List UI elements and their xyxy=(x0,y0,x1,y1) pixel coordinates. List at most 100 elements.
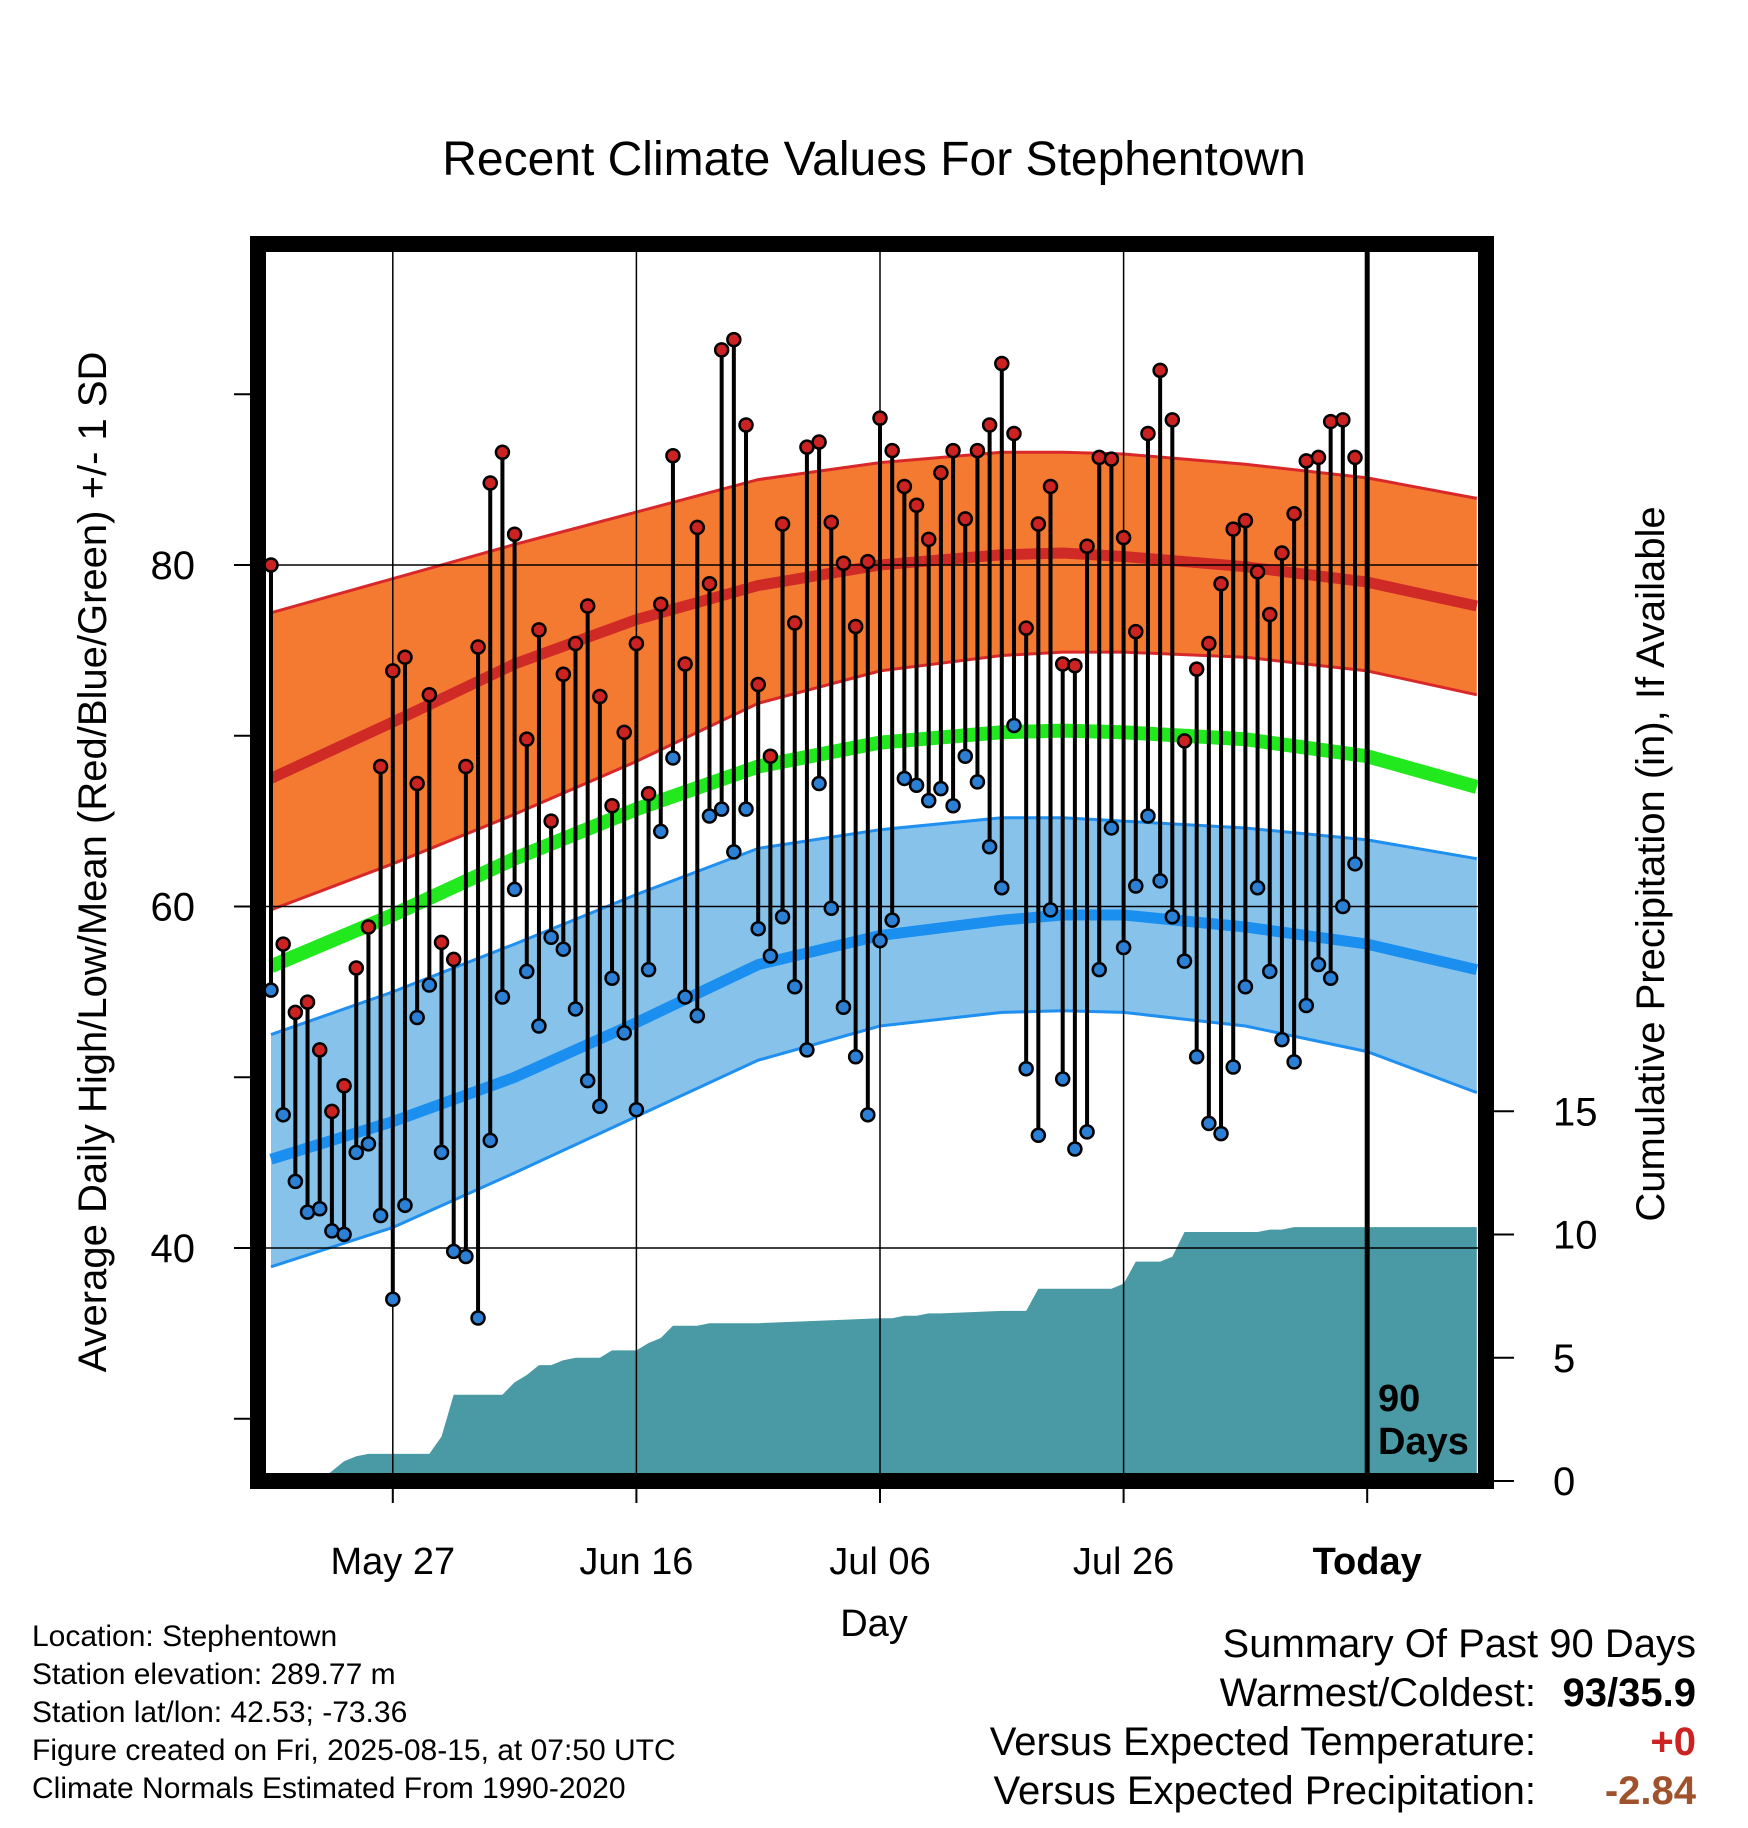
vs-precip-label: Versus Expected Precipitation: xyxy=(993,1769,1536,1813)
daily-low-point xyxy=(458,1248,474,1265)
x-tick-label: Jun 16 xyxy=(579,1541,693,1583)
summary-panel: Summary Of Past 90 Days Warmest/Coldest:… xyxy=(990,1620,1696,1816)
daily-low-point xyxy=(567,1001,584,1017)
daily-low-point xyxy=(579,1072,596,1089)
daily-high-point xyxy=(1030,516,1047,532)
daily-high-point xyxy=(470,639,486,655)
daily-low-point xyxy=(555,941,572,957)
y-right-tick-label: 0 xyxy=(1553,1460,1575,1504)
daily-high-point xyxy=(1274,545,1290,561)
vs-temp-row: Versus Expected Temperature: +0 xyxy=(990,1718,1696,1767)
y-right-tick-label: 15 xyxy=(1553,1090,1598,1134)
high-sd-band xyxy=(271,452,1477,910)
daily-high-point xyxy=(750,676,766,693)
daily-low-point xyxy=(969,774,986,790)
daily-high-point xyxy=(677,656,693,672)
daily-low-point xyxy=(348,1144,365,1161)
daily-low-point xyxy=(616,1025,632,1041)
daily-high-point xyxy=(299,994,316,1010)
daily-low-point xyxy=(360,1136,377,1152)
vs-precip-value: -2.84 xyxy=(1604,1769,1696,1813)
daily-high-point xyxy=(884,442,900,459)
daily-high-point xyxy=(1322,413,1339,430)
daily-low-point xyxy=(933,780,949,797)
daily-low-point xyxy=(677,989,693,1005)
daily-high-point xyxy=(555,666,572,683)
daily-low-point xyxy=(1091,961,1107,978)
daily-high-point xyxy=(920,531,937,548)
daily-low-point xyxy=(847,1049,864,1065)
daily-high-point xyxy=(1213,576,1229,592)
daily-low-point xyxy=(604,970,620,986)
chart-title: Recent Climate Values For Stephentown xyxy=(442,133,1306,186)
warmest-coldest-row: Warmest/Coldest: 93/35.9 xyxy=(990,1669,1696,1718)
daily-high-point xyxy=(506,526,523,543)
daily-low-point xyxy=(750,920,766,937)
y-left-tick-label: 40 xyxy=(151,1227,196,1271)
daily-high-point xyxy=(1140,425,1156,442)
daily-high-point xyxy=(1067,657,1083,674)
vs-temp-value: +0 xyxy=(1650,1720,1696,1764)
y-left-tick-label: 60 xyxy=(151,886,196,930)
daily-low-point xyxy=(1054,1071,1071,1087)
daily-low-point xyxy=(860,1107,876,1123)
daily-high-point xyxy=(616,724,632,741)
daily-high-point xyxy=(1128,623,1144,640)
daily-high-point xyxy=(823,514,840,531)
daily-low-point xyxy=(385,1291,401,1307)
daily-low-point xyxy=(494,989,511,1005)
daily-high-point xyxy=(567,635,584,652)
daily-high-point xyxy=(640,786,657,802)
daily-high-point xyxy=(311,1042,328,1058)
y-axis-label-left: Average Daily High/Low/Mean (Red/Blue/Gr… xyxy=(71,352,115,1373)
daily-low-point xyxy=(908,777,925,794)
daily-high-point xyxy=(397,649,413,665)
high-sd-upper-edge xyxy=(270,450,1478,615)
daily-high-point xyxy=(1018,620,1034,636)
daily-low-point xyxy=(1018,1060,1034,1077)
daily-high-point xyxy=(579,598,596,614)
daily-low-point xyxy=(397,1197,413,1214)
daily-high-point xyxy=(458,758,474,775)
daily-low-point xyxy=(1067,1141,1083,1157)
daily-high-point xyxy=(701,576,718,592)
daily-low-point xyxy=(506,881,523,898)
daily-low-point xyxy=(433,1144,450,1161)
daily-high-point xyxy=(494,444,511,461)
daily-low-point xyxy=(726,844,742,860)
daily-high-point xyxy=(445,951,462,968)
x-tick-label: May 27 xyxy=(330,1541,455,1583)
vs-temp-label: Versus Expected Temperature: xyxy=(989,1720,1536,1764)
daily-low-point xyxy=(945,798,961,814)
daily-high-point xyxy=(1201,635,1217,652)
daily-low-point xyxy=(531,1018,547,1034)
daily-high-point xyxy=(604,798,620,814)
daily-low-point xyxy=(774,908,791,925)
daily-high-point xyxy=(1286,506,1302,522)
daily-low-point xyxy=(1274,1031,1290,1048)
elevation-text: Station elevation: 289.77 m xyxy=(32,1658,396,1691)
daily-high-point xyxy=(1091,449,1107,466)
daily-low-point xyxy=(665,750,681,766)
daily-high-point xyxy=(860,553,876,570)
daily-low-point xyxy=(713,801,730,817)
daily-high-point xyxy=(372,758,389,775)
daily-high-point xyxy=(726,331,742,348)
daily-high-point xyxy=(981,417,998,433)
daily-high-point xyxy=(421,687,438,703)
daily-low-point xyxy=(336,1226,352,1243)
daily-high-point xyxy=(336,1078,352,1094)
latlon-text: Station lat/lon: 42.53; -73.36 xyxy=(32,1696,408,1729)
daily-high-point xyxy=(1103,451,1120,467)
daily-low-point xyxy=(1164,908,1181,925)
daily-low-point xyxy=(409,1009,425,1026)
daily-high-point xyxy=(1079,538,1095,554)
daily-low-point xyxy=(701,808,718,824)
y-axis-label-right: Cumulative Precipitation (in), If Availa… xyxy=(1629,506,1673,1221)
daily-high-point xyxy=(653,596,669,613)
plot-frame xyxy=(250,236,1494,1489)
summary-heading: Summary Of Past 90 Days xyxy=(1222,1622,1696,1666)
warmest-coldest-value: 93/35.9 xyxy=(1562,1671,1696,1715)
